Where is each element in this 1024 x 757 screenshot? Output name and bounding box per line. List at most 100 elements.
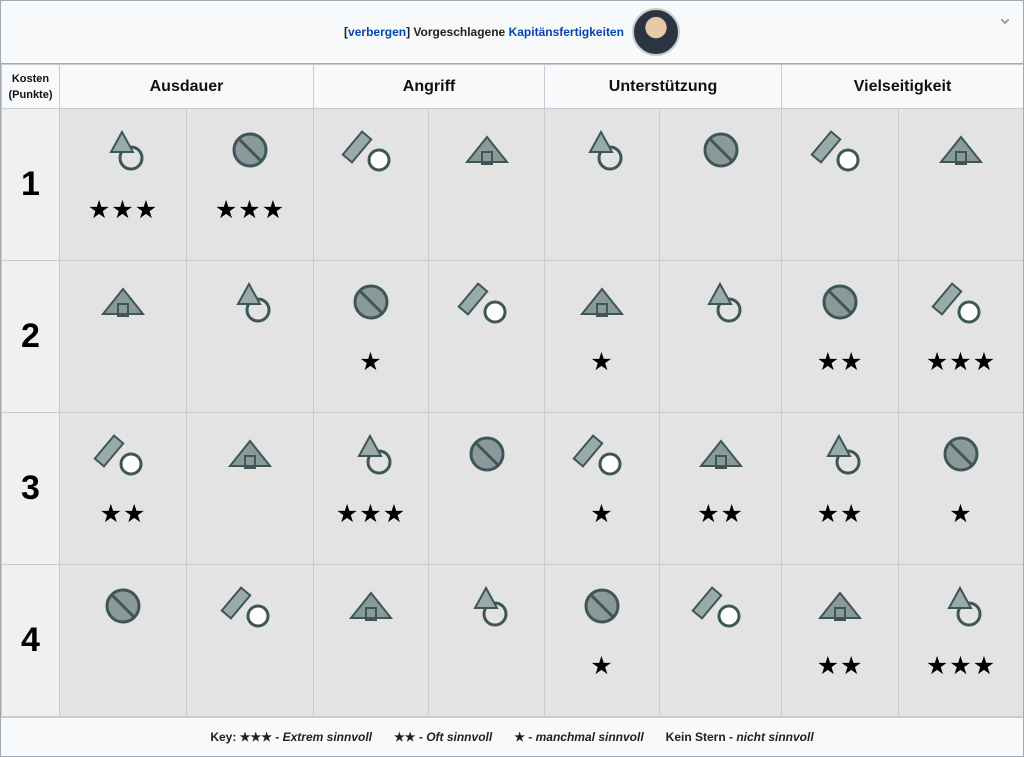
- group-header: Vielseitigkeit: [781, 64, 1023, 109]
- key-separator: -: [725, 730, 737, 744]
- skill-icon-box[interactable]: [782, 19, 1009, 333]
- skill-icon-box[interactable]: [60, 19, 1009, 637]
- skill-icon: [943, 436, 979, 472]
- skill-icon-box[interactable]: [782, 19, 1009, 181]
- key-text: Oft sinnvoll: [426, 730, 493, 744]
- skill-cell: [313, 19, 1009, 717]
- skill-icon-box[interactable]: [429, 19, 1009, 333]
- skill-icon-box[interactable]: [545, 19, 1009, 485]
- skill-icon: [703, 132, 739, 168]
- star-rating: ★: [949, 500, 973, 528]
- skill-cell: [59, 19, 1009, 717]
- key-separator: -: [271, 730, 283, 744]
- group-header: Ausdauer: [58, 64, 315, 109]
- cost-cell: 3: [1, 412, 60, 565]
- skill-cell: ★★★: [313, 19, 1009, 565]
- cost-cell: 4: [1, 564, 60, 717]
- skill-cell: [428, 19, 1009, 565]
- key-first: Key: ★★★ - Extrem sinnvoll: [210, 730, 372, 744]
- skills-link[interactable]: Kapitänsfertigkeiten: [508, 25, 624, 39]
- key-symbol: Kein Stern: [665, 730, 726, 744]
- skill-cell: ★★: [59, 19, 1009, 565]
- skill-icon: [236, 281, 271, 323]
- skill-cell: [781, 19, 1009, 261]
- skill-cell: [659, 19, 1009, 413]
- skill-icon-box[interactable]: [660, 19, 1009, 181]
- skill-icon-box[interactable]: [660, 19, 1009, 333]
- skill-cell: [659, 19, 1009, 261]
- key-symbol: ★★: [394, 730, 416, 744]
- skill-icon-box[interactable]: [899, 19, 1023, 333]
- skill-cell: [185, 19, 1009, 565]
- skill-icon: [353, 284, 389, 320]
- skill-cell: ★: [544, 19, 1009, 565]
- star-rating: ★★★: [335, 500, 407, 528]
- skill-icon-box[interactable]: [545, 19, 1009, 333]
- skill-icon-box[interactable]: [899, 19, 1023, 181]
- skill-icon-box[interactable]: [187, 19, 1009, 181]
- skill-icon-box[interactable]: [660, 19, 1009, 485]
- bracket: [: [344, 25, 349, 39]
- skill-icon-box[interactable]: [429, 19, 1009, 181]
- skill-icon: [931, 282, 981, 324]
- skill-icon: [588, 129, 623, 171]
- skill-icon: [357, 433, 392, 475]
- skill-cell: [428, 19, 1009, 261]
- skill-cell: ★★★: [898, 19, 1023, 413]
- bracket: ]: [406, 25, 411, 39]
- skill-icon-box[interactable]: [60, 19, 1009, 485]
- skill-icon: [572, 434, 622, 476]
- skill-icon-box[interactable]: [314, 19, 1009, 485]
- star-rating: ★: [359, 348, 383, 376]
- skill-icon: [93, 434, 143, 476]
- star-rating: ★★★: [87, 196, 159, 224]
- skill-icon: [706, 281, 742, 323]
- key-item: Kein Stern - nicht sinnvoll: [666, 730, 814, 744]
- star-rating: ★: [590, 652, 614, 680]
- skill-cell: [185, 19, 1009, 413]
- skill-icon-box[interactable]: [429, 19, 1009, 485]
- skill-icon-box[interactable]: [187, 19, 1009, 637]
- skill-icon-box[interactable]: [429, 19, 1009, 637]
- caption: [verbergen] Vorgeschlagene Kapitänsferti…: [1, 1, 1023, 64]
- skill-icon-box[interactable]: [187, 19, 1009, 333]
- key-symbol: ★★★: [239, 730, 272, 744]
- skill-icon-box[interactable]: [782, 19, 1009, 485]
- key-separator: -: [524, 730, 536, 744]
- star-rating: ★★: [816, 652, 864, 680]
- group-header: Angriff: [313, 64, 546, 109]
- cost-row: 2 ★ ★ ★★ ★★★: [1, 19, 1023, 413]
- skill-icon-box[interactable]: [545, 19, 1009, 637]
- skill-icon-box[interactable]: [660, 19, 1009, 637]
- skill-icon-box[interactable]: [545, 19, 1009, 181]
- skill-icon: [698, 439, 743, 469]
- skill-icon-box[interactable]: [60, 19, 1009, 333]
- star-rating: ★★★: [925, 652, 997, 680]
- skill-cell: ★★★: [898, 19, 1023, 717]
- skill-icon-box[interactable]: [60, 19, 1009, 181]
- skill-icon: [822, 284, 858, 320]
- skill-icon-box[interactable]: [899, 19, 1023, 637]
- skill-icon-box[interactable]: [899, 19, 1023, 485]
- skill-icon-box[interactable]: [782, 19, 1009, 637]
- toggle-link[interactable]: verbergen: [348, 25, 407, 39]
- key-item: ★★ - Oft sinnvoll: [394, 730, 492, 744]
- skill-icon-box[interactable]: [314, 19, 1009, 637]
- skill-icon: [938, 135, 984, 165]
- skill-icon-box[interactable]: [187, 19, 1009, 485]
- skill-icon: [469, 436, 505, 472]
- skill-icon: [109, 129, 144, 171]
- skill-icon: [456, 282, 507, 324]
- star-rating: ★★: [99, 500, 147, 528]
- skill-cell: ★: [898, 19, 1023, 565]
- skill-icon-box[interactable]: [314, 19, 1009, 181]
- key-text: nicht sinnvoll: [736, 730, 814, 744]
- skill-icon: [826, 433, 861, 475]
- star-rating: ★★: [697, 500, 744, 528]
- skill-cell: [659, 19, 1009, 717]
- skill-icon: [341, 130, 391, 172]
- skill-icon: [584, 588, 620, 624]
- skill-icon-box[interactable]: [314, 19, 1009, 333]
- header-row: Kosten (Punkte) Ausdauer Angriff Unterstütz…: [1, 64, 1023, 109]
